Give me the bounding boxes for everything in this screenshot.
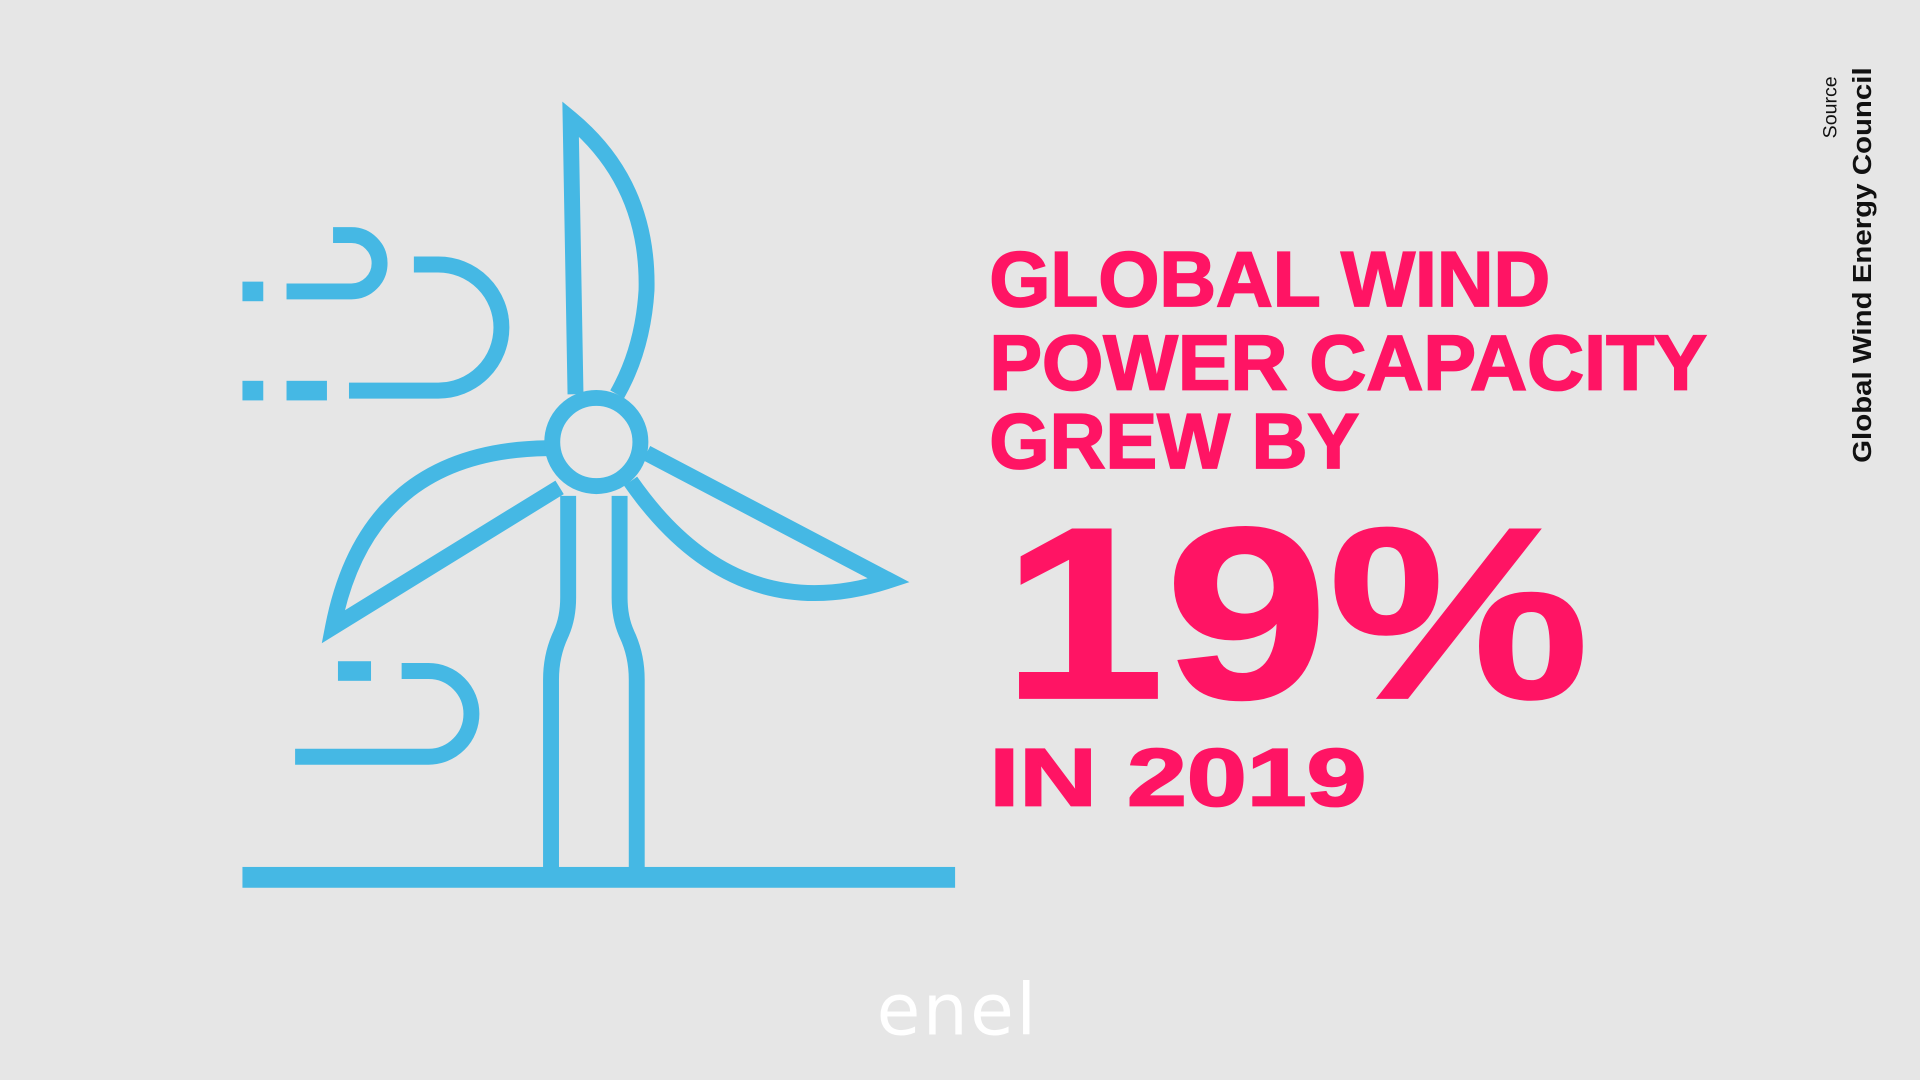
blade-left: [321, 440, 564, 644]
wind-turbine-icon: [242, 101, 956, 888]
wind-dash: [337, 661, 372, 681]
wind-line: [286, 227, 388, 300]
headline-line: GREW BY: [989, 397, 1359, 485]
blade-right: [624, 446, 910, 601]
hub: [544, 390, 649, 495]
headline-period: IN 2019: [989, 733, 1366, 824]
wind-dot: [242, 380, 264, 401]
logo: enel: [877, 969, 1039, 1052]
wind-line: [295, 663, 480, 765]
tower-right: [611, 495, 645, 867]
headline-line: POWER CAPACITY: [989, 318, 1707, 406]
source-label: Source: [1820, 76, 1842, 138]
wind-dash: [286, 380, 327, 401]
source-name: Global Wind Energy Council: [1849, 67, 1877, 463]
headline-figure: 19%: [1002, 476, 1590, 750]
tower-left: [543, 495, 577, 867]
blade-top: [562, 101, 655, 399]
headline-line: GLOBAL WIND: [989, 235, 1550, 323]
wind-line: [348, 256, 510, 399]
wind-dot: [242, 281, 264, 302]
ground: [242, 866, 956, 888]
